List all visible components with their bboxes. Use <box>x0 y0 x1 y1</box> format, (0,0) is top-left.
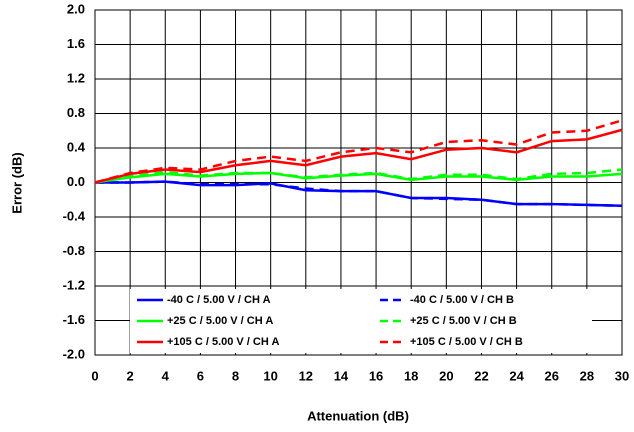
x-tick-label: 14 <box>334 368 349 383</box>
y-tick-label: 2.0 <box>67 1 85 16</box>
x-tick-label: 18 <box>404 368 418 383</box>
series-line <box>95 180 623 208</box>
y-tick-label: 1.6 <box>67 36 85 51</box>
x-tick-label: 4 <box>162 368 170 383</box>
y-tick-label: 0.4 <box>67 139 86 154</box>
x-axis-label: Attenuation (dB) <box>307 408 409 423</box>
x-tick-label: 8 <box>232 368 239 383</box>
legend-label: +105 C / 5.00 V / CH A <box>167 336 279 348</box>
y-tick-label: -1.6 <box>63 312 85 327</box>
x-tick-label: 0 <box>91 368 98 383</box>
series-line <box>94 168 623 184</box>
x-tick-label: 22 <box>474 368 488 383</box>
x-tick-label: 6 <box>197 368 204 383</box>
legend <box>130 289 592 353</box>
x-tick-label: 20 <box>439 368 453 383</box>
y-tick-label: -0.4 <box>63 208 86 223</box>
legend-label: +25 C / 5.00 V / CH A <box>167 315 273 327</box>
series-line <box>94 128 623 184</box>
y-tick-label: -0.8 <box>63 243 85 258</box>
legend-label: -40 C / 5.00 V / CH A <box>167 294 271 306</box>
series-line <box>95 180 623 208</box>
legend-label: +105 C / 5.00 V / CH B <box>410 336 523 348</box>
x-tick-label: 10 <box>263 368 277 383</box>
y-tick-label: -1.2 <box>63 277 85 292</box>
x-tick-label: 28 <box>580 368 594 383</box>
y-tick-label: 1.2 <box>67 70 85 85</box>
legend-label: -40 C / 5.00 V / CH B <box>410 294 514 306</box>
y-tick-label: 0.0 <box>67 174 85 189</box>
x-tick-label: 30 <box>615 368 629 383</box>
x-tick-label: 16 <box>369 368 383 383</box>
legend-label: +25 C / 5.00 V / CH B <box>410 315 517 327</box>
x-tick-label: 12 <box>299 368 313 383</box>
x-tick-label: 2 <box>127 368 134 383</box>
x-tick-label: 26 <box>544 368 558 383</box>
x-tick-label: 24 <box>509 368 524 383</box>
y-tick-label: -2.0 <box>63 346 85 361</box>
series-line <box>94 171 623 184</box>
y-tick-label: 0.8 <box>67 105 85 120</box>
y-axis-label: Error (dB) <box>9 152 24 213</box>
